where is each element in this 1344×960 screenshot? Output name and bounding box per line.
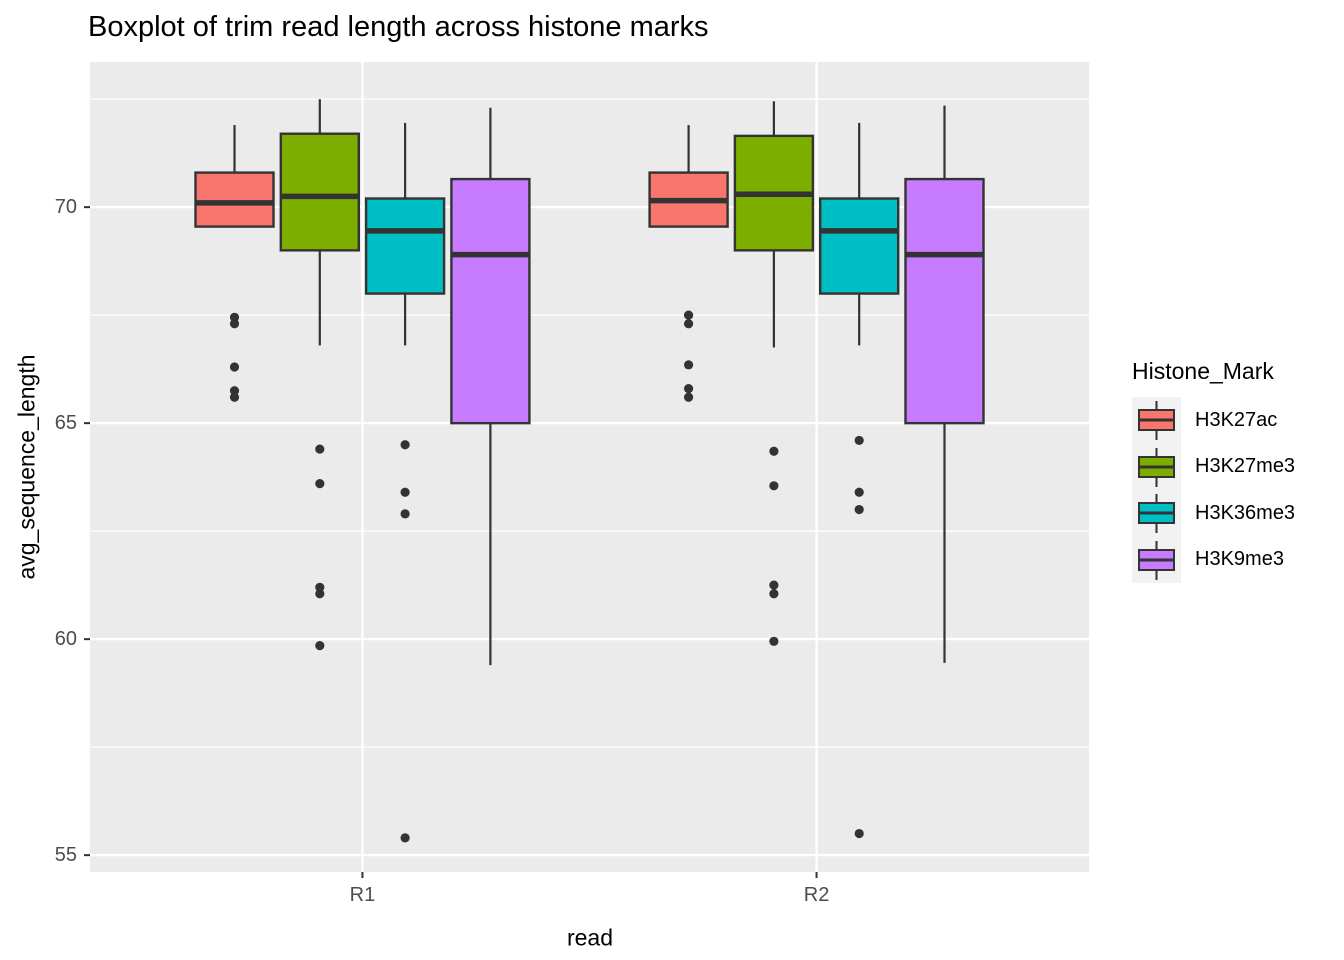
box-R1-H3K9me3 — [450, 177, 531, 425]
legend-label: H3K27me3 — [1195, 455, 1296, 478]
legend-item-h3k9me3: H3K9me3 — [1132, 536, 1295, 583]
outlier-point-R1-H3K27me3 — [315, 589, 325, 599]
legend-item-h3k27ac: H3K27ac — [1132, 397, 1295, 444]
plot-title: Boxplot of trim read length across histo… — [88, 11, 709, 43]
legend-label: H3K36me3 — [1195, 501, 1296, 524]
outlier-point-R2-H3K36me3 — [854, 828, 864, 839]
legend-title: Histone_Mark — [1132, 358, 1274, 384]
legend-item-h3k27me3: H3K27me3 — [1132, 443, 1296, 490]
y-tick-label-55: 55 — [55, 844, 77, 866]
box-R2-H3K9me3 — [904, 177, 985, 425]
outlier-point-R1-H3K27me3 — [315, 641, 325, 651]
legend-label: H3K9me3 — [1195, 548, 1284, 571]
y-tick-label-70: 70 — [55, 196, 77, 218]
box-R2-H3K36me3 — [818, 197, 900, 295]
box-R1-H3K27ac — [194, 171, 275, 228]
outlier-point-R2-H3K27me3 — [769, 589, 779, 599]
outlier-point-R1-H3K27me3 — [315, 444, 325, 454]
outlier-point-R1-H3K36me3 — [400, 509, 410, 519]
legend-items: H3K27ac H3K27me3 H3K36me3 — [1132, 397, 1295, 583]
legend-label: H3K27ac — [1195, 408, 1278, 431]
outlier-point-R1-H3K27ac — [229, 386, 240, 396]
legend: Histone_Mark H3K27ac H3K27me3 — [1132, 358, 1295, 583]
legend-key-boxplot-glyph — [1132, 397, 1181, 444]
outlier-point-R2-H3K36me3 — [854, 487, 864, 497]
y-axis-title: avg_sequence_length — [13, 354, 40, 580]
outlier-point-R1-H3K27ac — [229, 312, 240, 322]
outlier-point-R1-H3K36me3 — [400, 487, 410, 497]
outlier-point-R1-H3K27ac — [229, 319, 240, 329]
outlier-point-R2-H3K27ac — [683, 360, 694, 370]
outlier-point-R2-H3K27ac — [683, 310, 694, 320]
outlier-point-R2-H3K36me3 — [854, 435, 864, 446]
x-axis-title: read — [566, 924, 614, 951]
outlier-point-R1-H3K27ac — [229, 392, 240, 402]
outlier-point-R2-H3K27ac — [683, 392, 694, 402]
y-tick-label-65: 65 — [55, 412, 77, 434]
outlier-point-R2-H3K36me3 — [854, 504, 864, 515]
legend-item-h3k36me3: H3K36me3 — [1132, 490, 1295, 537]
outlier-point-R2-H3K27ac — [683, 383, 694, 394]
x-tick-label-R1: R1 — [350, 884, 376, 906]
outlier-point-R1-H3K27me3 — [315, 479, 325, 489]
legend-key-boxplot-glyph — [1132, 490, 1181, 537]
outlier-point-R2-H3K27me3 — [769, 580, 779, 590]
legend-key-boxplot-glyph — [1132, 443, 1181, 490]
box-R1-H3K27me3 — [279, 132, 361, 252]
outlier-point-R2-H3K27me3 — [769, 481, 779, 491]
x-tick-label-R2: R2 — [804, 884, 830, 906]
outlier-point-R1-H3K27me3 — [315, 582, 325, 592]
legend-key-boxplot-glyph — [1132, 536, 1181, 583]
y-tick-label-60: 60 — [55, 628, 77, 650]
outlier-point-R1-H3K27ac — [229, 362, 240, 372]
outlier-point-R1-H3K36me3 — [400, 833, 410, 843]
box-R1-H3K36me3 — [364, 197, 446, 295]
outlier-point-R1-H3K36me3 — [400, 440, 410, 450]
outlier-point-R2-H3K27me3 — [769, 636, 779, 646]
outlier-point-R2-H3K27me3 — [769, 446, 779, 456]
outlier-point-R2-H3K27ac — [683, 319, 694, 329]
